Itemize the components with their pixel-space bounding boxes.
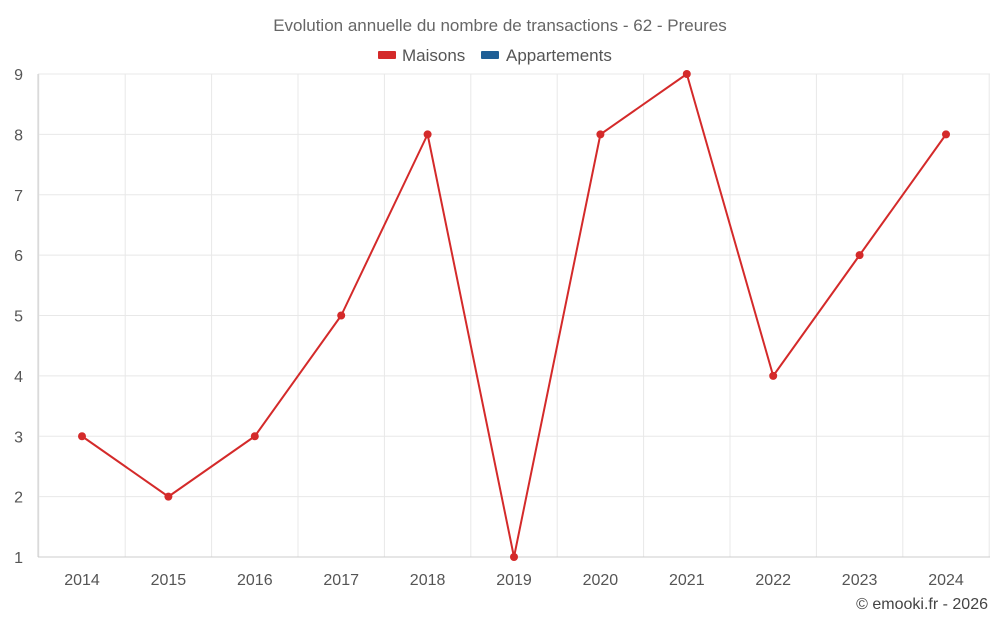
chart-title: Evolution annuelle du nombre de transact… <box>273 16 727 35</box>
legend-swatch-maisons <box>378 51 396 59</box>
data-point-maisons-2017[interactable] <box>337 311 346 320</box>
data-point-maisons-2014[interactable] <box>78 432 86 441</box>
x-tick-label: 2021 <box>669 572 705 589</box>
grid <box>38 73 990 557</box>
data-point-maisons-2021[interactable] <box>682 70 691 78</box>
x-tick-label: 2014 <box>64 572 100 589</box>
x-axis-ticks: 2014 2015 2016 2017 2018 2019 2020 2021 2022 2023… <box>64 572 964 589</box>
y-tick-label: 2 <box>14 490 23 507</box>
data-point-maisons-2019[interactable] <box>510 553 518 561</box>
legend[interactable]: Maisons Appartements <box>378 46 612 65</box>
data-point-maisons-2015[interactable] <box>164 492 173 501</box>
legend-label-appartements[interactable]: Appartements <box>506 46 612 65</box>
y-tick-label: 3 <box>14 429 23 446</box>
y-tick-label: 7 <box>14 188 23 205</box>
data-point-maisons-2018[interactable] <box>423 130 432 139</box>
legend-swatch-appartements <box>481 51 499 59</box>
y-tick-label: 8 <box>14 127 23 144</box>
data-point-maisons-2024[interactable] <box>942 130 950 139</box>
data-point-maisons-2023[interactable] <box>855 251 864 260</box>
x-tick-label: 2016 <box>237 572 273 589</box>
data-point-maisons-2022[interactable] <box>769 371 778 380</box>
y-tick-label: 6 <box>14 248 23 265</box>
x-tick-label: 2022 <box>755 572 791 589</box>
y-tick-label: 5 <box>14 309 23 326</box>
legend-item-appartements[interactable]: Appartements <box>481 46 612 65</box>
y-tick-label: 4 <box>14 369 23 386</box>
x-tick-label: 2023 <box>842 572 878 589</box>
series-maisons <box>78 70 950 561</box>
x-tick-label: 2019 <box>496 572 532 589</box>
legend-item-maisons[interactable]: Maisons <box>378 46 465 65</box>
y-axis-ticks: 1 2 3 4 5 6 7 8 9 <box>14 67 23 567</box>
x-tick-label: 2020 <box>583 572 619 589</box>
x-tick-label: 2017 <box>323 572 359 589</box>
x-tick-label: 2015 <box>151 572 187 589</box>
x-tick-label: 2024 <box>928 572 964 589</box>
legend-label-maisons[interactable]: Maisons <box>402 46 465 65</box>
data-point-maisons-2016[interactable] <box>250 432 259 441</box>
x-tick-label: 2018 <box>410 572 446 589</box>
y-tick-label: 1 <box>14 550 23 567</box>
data-point-maisons-2020[interactable] <box>596 130 605 139</box>
credit-text: © emooki.fr - 2026 <box>856 596 988 613</box>
y-tick-label: 9 <box>14 67 23 84</box>
